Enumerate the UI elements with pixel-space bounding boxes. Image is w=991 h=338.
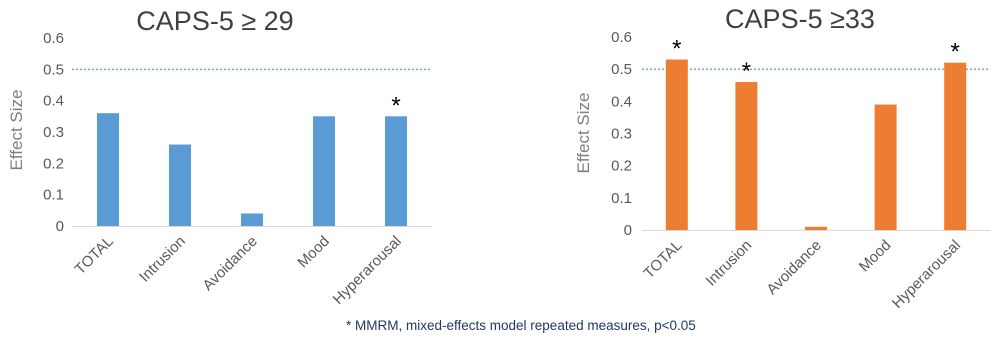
chart2-bar-mood: [874, 104, 897, 230]
chart2-y-tick-label: 0.5: [611, 61, 632, 78]
chart1-bar-intrusion: [169, 144, 191, 226]
chart1-y-tick-label: 0.1: [43, 187, 64, 204]
chart2-y-axis-title: Effect Size: [574, 93, 593, 174]
chart2-y-tick-label: 0: [624, 222, 632, 239]
chart2-bar-intrusion: [735, 82, 758, 231]
chart1-bar-total: [97, 113, 119, 226]
chart2-significance-marker: *: [672, 36, 681, 63]
chart1-y-tick-label: 0.3: [43, 124, 64, 141]
chart1-category-label: Intrusion: [136, 233, 189, 286]
chart1-y-tick-label: 0.4: [43, 93, 64, 110]
chart2-significance-marker: *: [742, 58, 751, 85]
chart1-significance-marker: *: [391, 92, 400, 119]
chart1-y-tick-label: 0.2: [43, 155, 64, 172]
chart2-category-label: Mood: [856, 237, 895, 276]
chart1-y-tick-label: 0.6: [43, 30, 64, 47]
chart2-category-label: Hyperarousal: [889, 237, 964, 312]
chart1-category-label: Avoidance: [199, 233, 260, 294]
chart2-significance-marker: *: [951, 39, 960, 66]
chart1-category-label: Hyperarousal: [330, 233, 405, 308]
footnote: * MMRM, mixed-effects model repeated mea…: [346, 318, 696, 333]
chart2-y-tick-label: 0.2: [611, 158, 632, 175]
chart1-y-tick-label: 0.5: [43, 61, 64, 78]
chart1-y-tick-label: 0: [56, 218, 64, 235]
chart2-y-tick-label: 0.1: [611, 190, 632, 207]
chart2-category-label: TOTAL: [640, 237, 685, 282]
chart2-y-tick-label: 0.3: [611, 126, 632, 143]
chart2-title: CAPS-5 ≥33: [725, 4, 875, 34]
chart1-y-axis-title: Effect Size: [7, 90, 26, 171]
chart1-title: CAPS-5 ≥ 29: [136, 6, 293, 36]
chart2-bar-total: [665, 59, 688, 231]
chart1-bar-avoidance: [241, 213, 263, 226]
chart2-category-label: Intrusion: [703, 237, 756, 290]
chart1-bar-mood: [313, 116, 335, 226]
chart2-y-tick-label: 0.4: [611, 93, 632, 110]
chart1-category-label: Mood: [294, 233, 333, 272]
chart2-bar-avoidance: [805, 226, 827, 230]
chart2-bar-hyperarousal: [944, 62, 967, 230]
chart1-bar-hyperarousal: [385, 116, 407, 226]
chart2-y-tick-label: 0.6: [611, 29, 632, 46]
chart1-category-label: TOTAL: [72, 233, 117, 278]
chart2-category-label: Avoidance: [763, 237, 824, 298]
